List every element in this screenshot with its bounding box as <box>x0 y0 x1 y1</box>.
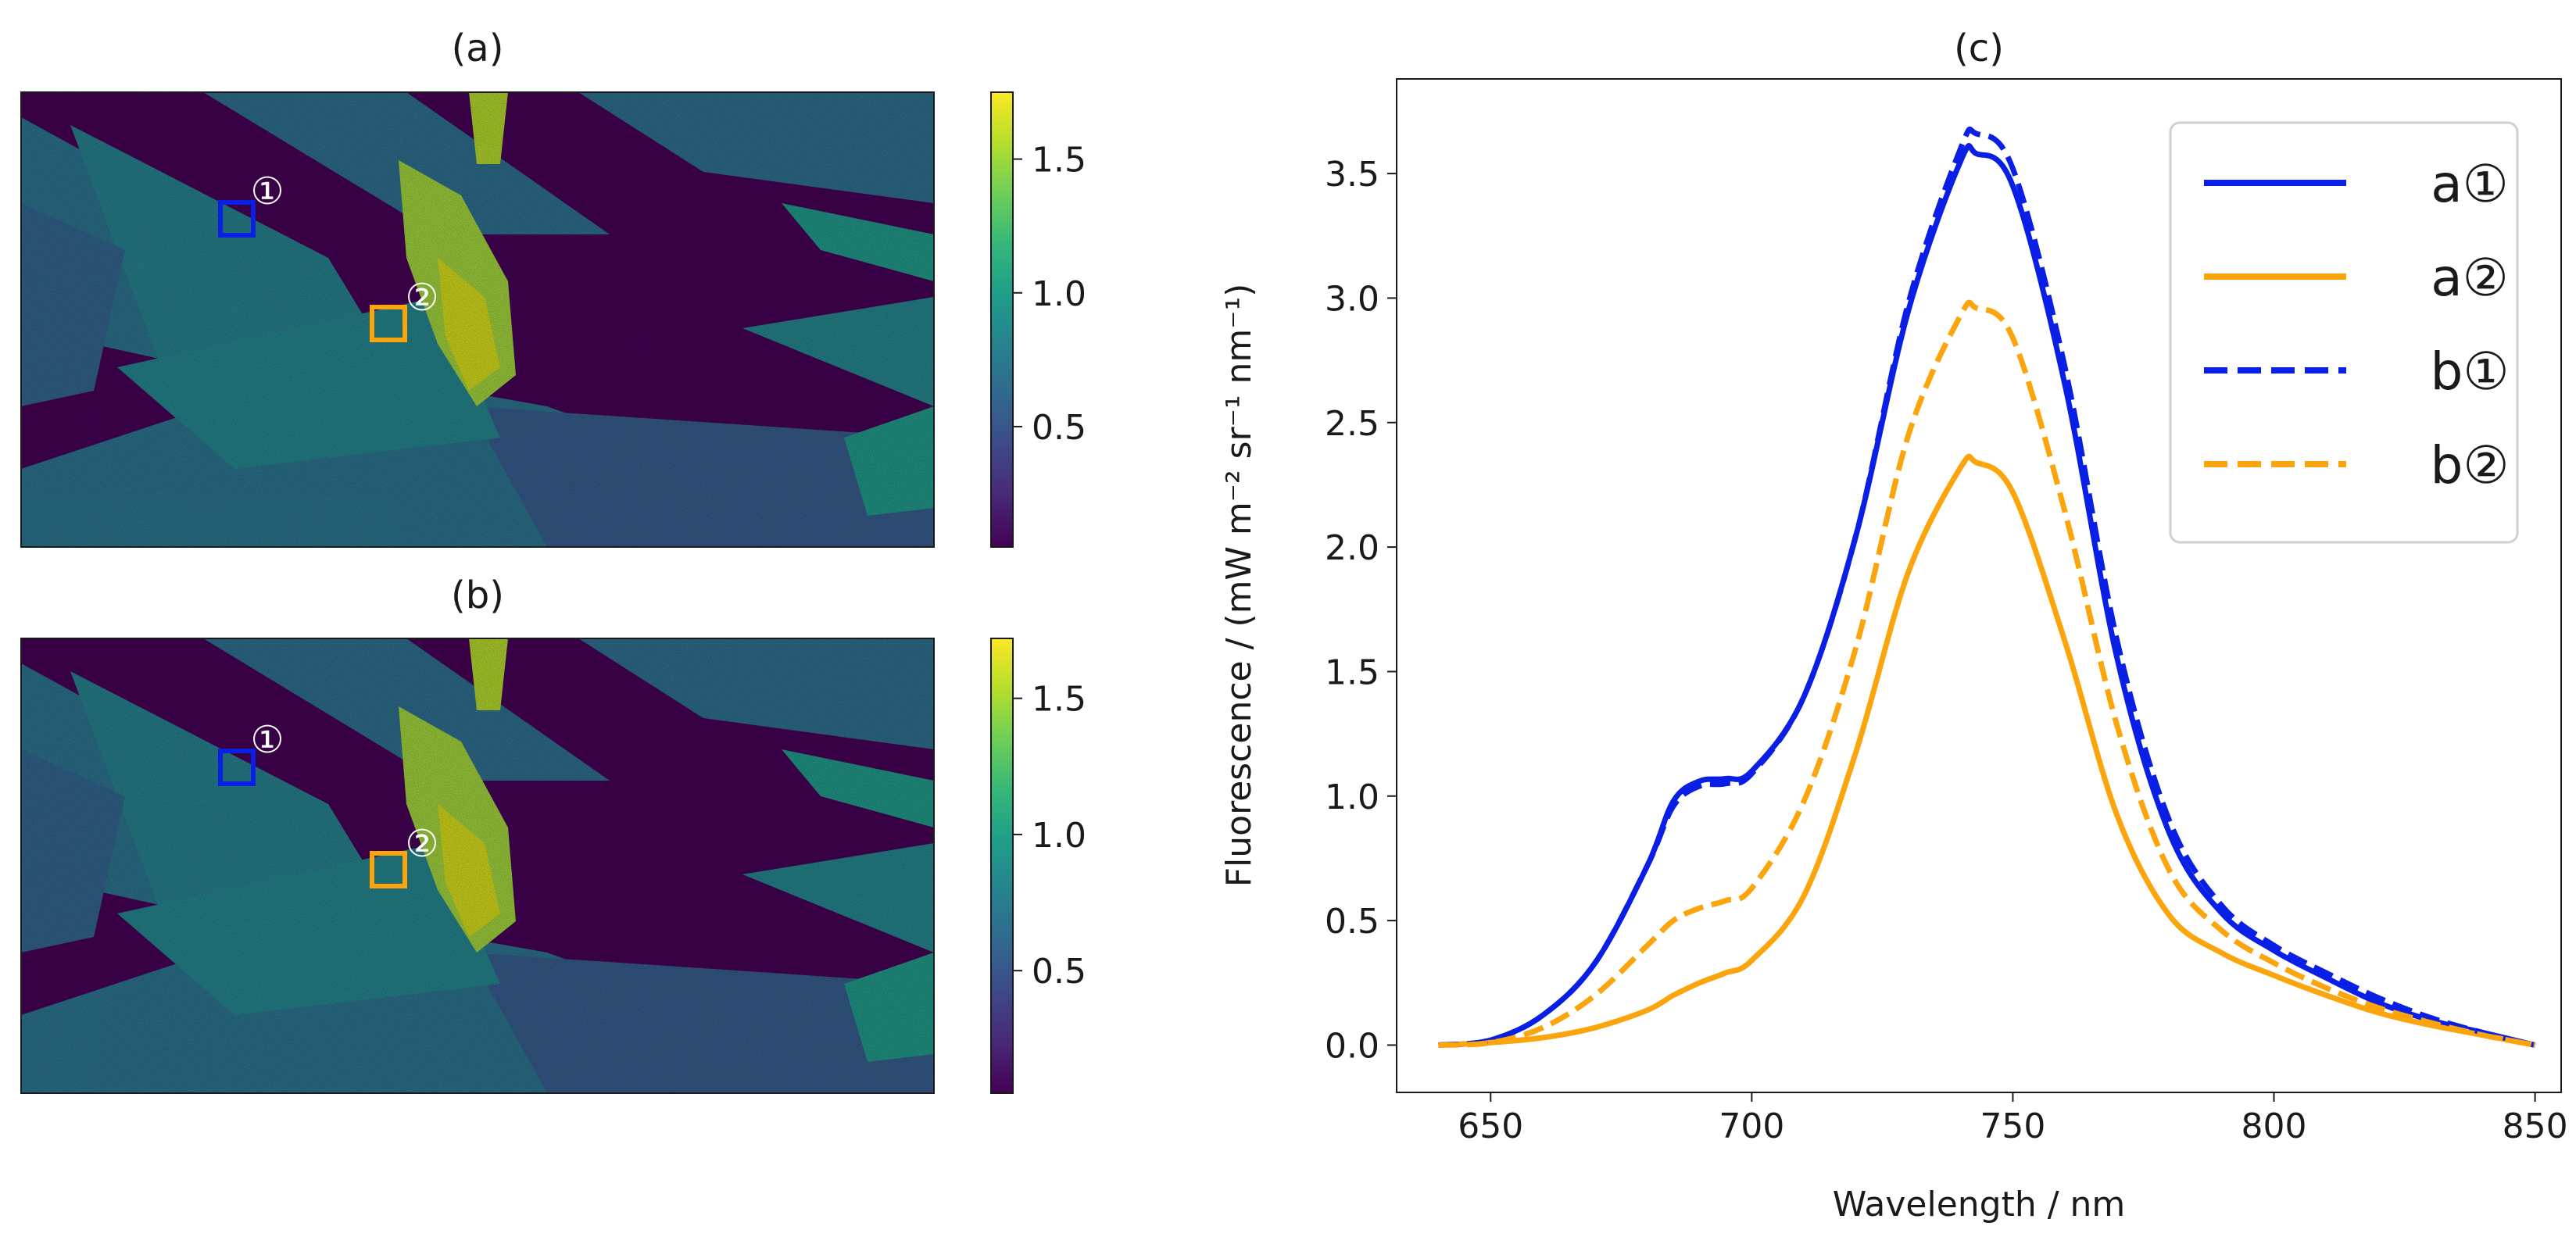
panel-c: (c) 650 700 750 800 850 0.0 0.5 1.0 1.5 2.0 2.5 3.… <box>1219 27 2568 1224</box>
colorbar-a: 0.5 1.0 1.5 <box>990 91 1086 548</box>
series-line-a2 <box>1438 453 2536 1048</box>
colorbar-b-tick-label: 1.5 <box>1032 680 1086 720</box>
legend-label-b2: b② <box>2430 435 2509 495</box>
marker-b2-label: ② <box>405 822 438 866</box>
marker-a1-label: ① <box>250 170 284 213</box>
colorbar-a-tick-label: 1.5 <box>1032 141 1086 181</box>
colorbar-b: 0.5 1.0 1.5 <box>990 638 1086 1094</box>
panel-a: (a) ① ② <box>20 27 935 548</box>
marker-b2-box <box>370 851 407 888</box>
panel-a-image <box>21 92 934 547</box>
legend-box <box>2169 121 2519 544</box>
colorbar-a-tick-label: 1.0 <box>1032 274 1086 314</box>
x-tick-label: 650 <box>1458 1106 1523 1146</box>
marker-b1-label: ① <box>250 718 284 762</box>
series-lines <box>1438 126 2536 1048</box>
y-axis: 0.0 0.5 1.0 1.5 2.0 2.5 3.0 3.5 <box>1325 155 1397 1066</box>
y-axis-label: Fluorescence / (mW m⁻² sr⁻¹ nm⁻¹) <box>1219 284 1259 888</box>
x-axis: 650 700 750 800 850 <box>1458 1092 2568 1146</box>
y-tick-label: 1.5 <box>1325 652 1379 692</box>
series-line-b1 <box>1438 126 2536 1048</box>
x-tick-label: 700 <box>1719 1106 1784 1146</box>
legend-label-a2: a② <box>2431 248 2509 308</box>
legend-label-a1: a① <box>2431 154 2509 214</box>
y-tick-label: 3.5 <box>1325 155 1379 195</box>
panel-a-title: (a) <box>452 27 504 70</box>
colorbar-a-tick-label: 0.5 <box>1032 408 1086 448</box>
panel-b-title: (b) <box>451 574 504 617</box>
legend-label-b1: b① <box>2430 341 2509 402</box>
y-tick-label: 0.5 <box>1325 902 1379 942</box>
series-line-b2 <box>1438 299 2536 1048</box>
panel-b-image <box>21 638 934 1093</box>
y-tick-label: 3.0 <box>1325 279 1379 319</box>
marker-a2-label: ② <box>405 276 438 320</box>
x-axis-label: Wavelength / nm <box>1833 1185 2126 1224</box>
marker-a1-box <box>218 200 256 238</box>
chart-title: (c) <box>1954 27 2004 70</box>
legend: a① a② b① b② <box>2169 121 2519 544</box>
y-tick-label: 1.0 <box>1325 778 1379 817</box>
marker-a2-box <box>370 305 407 342</box>
x-tick-label: 850 <box>2503 1106 2568 1146</box>
plot-area <box>1396 78 2562 1093</box>
x-tick-label: 800 <box>2241 1106 2307 1146</box>
marker-b1-box <box>218 749 256 786</box>
colorbar-b-tick-label: 0.5 <box>1032 952 1086 992</box>
y-tick-label: 2.5 <box>1325 404 1379 444</box>
colorbar-b-tick-label: 1.0 <box>1032 816 1086 856</box>
panel-b: (b) ① ② <box>20 574 935 1094</box>
y-tick-label: 2.0 <box>1325 528 1379 568</box>
y-tick-label: 0.0 <box>1325 1026 1379 1066</box>
x-tick-label: 750 <box>1980 1106 2045 1146</box>
